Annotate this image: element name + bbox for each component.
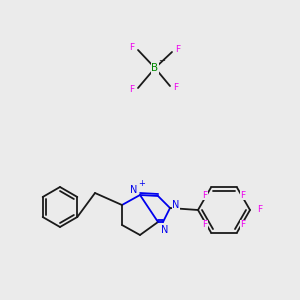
Text: F: F — [202, 191, 208, 200]
Text: F: F — [257, 206, 262, 214]
Text: +: + — [139, 179, 145, 188]
Text: F: F — [240, 191, 246, 200]
Text: −: − — [158, 56, 166, 65]
Text: N: N — [172, 200, 180, 210]
Text: F: F — [173, 83, 178, 92]
Text: F: F — [240, 220, 246, 229]
Text: F: F — [202, 220, 208, 229]
Text: B: B — [152, 63, 159, 73]
Text: F: F — [129, 44, 135, 52]
Text: F: F — [129, 85, 135, 94]
Text: F: F — [176, 46, 181, 55]
Text: N: N — [161, 225, 169, 235]
Text: N: N — [130, 185, 138, 195]
